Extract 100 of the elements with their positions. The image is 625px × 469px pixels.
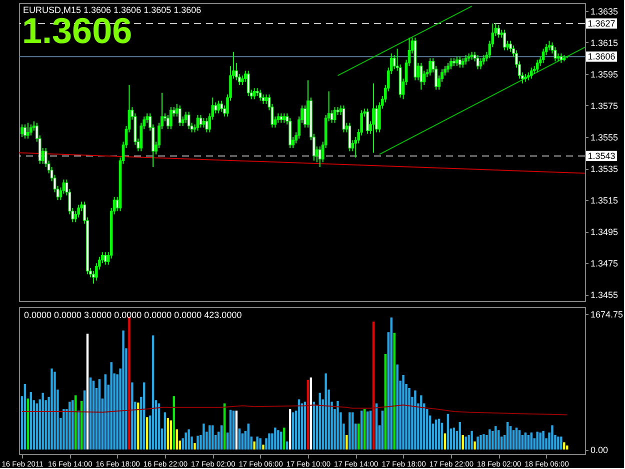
bar — [390, 318, 392, 450]
bar — [498, 430, 500, 450]
bar — [274, 428, 276, 450]
y-tick-label: 1.3555 — [590, 132, 618, 143]
bar — [444, 433, 446, 450]
bar — [283, 428, 286, 450]
ref-line-label: 1.3543 — [588, 150, 616, 161]
candlestick — [348, 122, 352, 152]
bar — [518, 430, 521, 450]
bar — [235, 410, 238, 450]
candlestick — [497, 24, 500, 38]
bar — [229, 410, 232, 450]
candlestick — [282, 112, 286, 124]
candlestick — [166, 114, 170, 130]
bar — [152, 335, 154, 450]
bar — [268, 433, 270, 450]
bar — [232, 410, 235, 450]
bar — [476, 436, 479, 450]
candlestick — [461, 58, 464, 68]
y-tick-label: 1.3535 — [590, 164, 618, 174]
bar — [212, 425, 214, 450]
bar — [166, 418, 170, 450]
bar — [358, 424, 360, 450]
bar — [515, 428, 518, 450]
bar — [62, 409, 65, 450]
bar — [202, 424, 205, 450]
bar — [557, 436, 560, 450]
bar — [176, 429, 178, 450]
candlestick — [536, 59, 539, 73]
candlestick — [333, 106, 336, 124]
candlestick — [479, 58, 482, 70]
bar — [92, 380, 95, 450]
bar — [146, 417, 148, 450]
bar — [452, 428, 456, 450]
bar — [434, 420, 438, 450]
bar — [184, 432, 187, 450]
candlestick — [548, 40, 551, 51]
candlestick — [509, 40, 512, 52]
y-tick-label: 1.3495 — [590, 227, 618, 238]
candlestick — [428, 58, 432, 76]
candlestick — [280, 112, 283, 124]
candlestick — [476, 54, 480, 70]
bar — [512, 430, 515, 450]
candlestick — [464, 54, 468, 65]
bar — [551, 425, 554, 450]
candlestick — [258, 89, 262, 102]
candlestick — [187, 111, 190, 130]
ref-line-label: 1.3606 — [588, 52, 616, 62]
annotation: 0.0000 0.0000 3.0000 0.0000 0.0000 0.0000 423.0000 — [24, 310, 242, 320]
candlestick — [24, 124, 26, 140]
bar — [440, 422, 444, 450]
bar — [539, 432, 542, 450]
y-tick-label: 1.3595 — [590, 69, 618, 80]
bar — [524, 432, 527, 450]
candlestick — [184, 111, 188, 124]
bar — [194, 443, 196, 450]
candlestick — [318, 146, 322, 168]
candlestick — [276, 112, 280, 124]
bar — [393, 332, 396, 450]
candlestick — [77, 204, 80, 218]
candlestick — [241, 75, 244, 86]
candlestick — [246, 70, 250, 97]
bar — [372, 322, 375, 450]
bar — [247, 424, 250, 450]
bar — [536, 432, 538, 450]
chart-title: EURUSD,M15 1.3606 1.3606 1.3605 1.3606 — [23, 5, 202, 15]
bar — [408, 388, 410, 450]
line-series — [21, 404, 568, 416]
y-tick-label: 1.3635 — [590, 6, 618, 16]
bar — [462, 434, 464, 450]
bar — [360, 410, 363, 450]
candlestick — [560, 52, 563, 64]
bar — [292, 412, 294, 450]
bar — [336, 400, 339, 450]
bar — [474, 441, 476, 450]
bar — [220, 425, 223, 450]
bar — [482, 434, 485, 450]
bar — [509, 426, 512, 450]
bar — [98, 379, 101, 450]
bar — [396, 364, 398, 450]
bar — [104, 374, 106, 450]
candlestick — [20, 124, 24, 138]
bar — [446, 414, 450, 450]
candlestick — [170, 106, 172, 130]
bar — [468, 434, 470, 450]
y-tick-label: 1.3615 — [590, 38, 618, 48]
bar — [50, 368, 53, 450]
bar — [366, 411, 369, 450]
bar — [506, 422, 509, 450]
bar — [54, 372, 56, 450]
bar — [527, 434, 530, 450]
candlestick — [446, 62, 450, 73]
bar — [480, 434, 482, 450]
candlestick — [30, 124, 32, 136]
candlestick — [458, 56, 462, 68]
bar — [208, 425, 211, 450]
candlestick — [217, 100, 220, 114]
bar — [86, 334, 89, 450]
candlestick — [503, 29, 506, 51]
bar — [170, 420, 172, 450]
